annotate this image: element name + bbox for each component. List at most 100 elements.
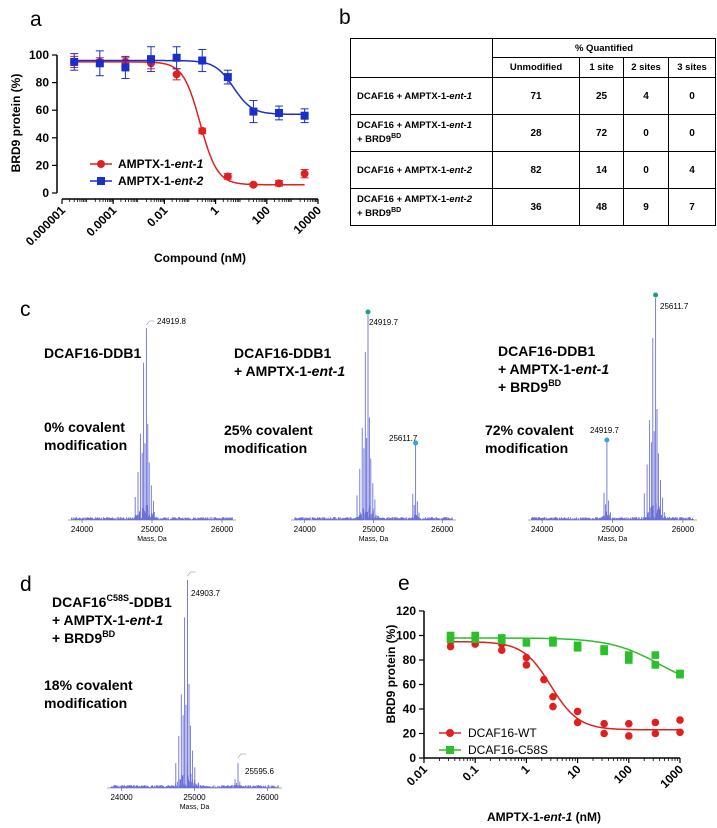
data-point xyxy=(651,661,660,669)
peak-pointer xyxy=(187,571,196,577)
spectrum-tick-label: 25000 xyxy=(183,793,206,802)
data-point xyxy=(676,728,684,737)
cell: 48 xyxy=(579,188,624,226)
peak-label: 25595.6 xyxy=(245,767,274,776)
spectrum-xlabel: Mass, Da xyxy=(180,804,210,811)
spectrum-2: DCAF16-DDB1 + AMPTX-1-ent-1 25% covalent… xyxy=(224,309,456,543)
y-tick-label: 40 xyxy=(403,702,417,716)
spectrum-peaks xyxy=(71,328,233,520)
data-point xyxy=(275,108,284,117)
panel-letter-b: b xyxy=(339,6,351,29)
chart-a: a BRD9 protein (%) Compound (nM) AMPTX-1… xyxy=(9,8,324,265)
row-label: DCAF16 + AMPTX-1-ent-1 xyxy=(350,77,493,115)
sample-label: + BRD9BD xyxy=(52,629,116,646)
data-point xyxy=(600,719,608,728)
x-tick-label: 0.0001 xyxy=(83,203,119,239)
cell: 0 xyxy=(623,114,669,152)
data-point xyxy=(147,55,156,64)
cell: 36 xyxy=(492,188,580,226)
spectrum-xlabel: Mass, Da xyxy=(359,536,389,543)
data-point xyxy=(600,647,608,656)
modification-label: modification xyxy=(485,440,568,456)
table-row: DCAF16 + AMPTX-1-ent-2 + BRD9BD 36 48 9 7 xyxy=(350,188,716,226)
peak-label: 25611.7 xyxy=(660,302,689,311)
cell: 0 xyxy=(668,114,716,152)
data-point xyxy=(172,53,181,62)
legend-label-wt: DCAF16-WT xyxy=(468,726,537,740)
sample-label: DCAF16-DDB1 xyxy=(498,343,595,359)
table-corner xyxy=(350,38,493,78)
peak-label: 24919.7 xyxy=(590,426,619,435)
peak-marker xyxy=(365,309,371,315)
peak-label: 25611.7 xyxy=(389,434,418,443)
data-point xyxy=(651,718,660,727)
x-tick-label: 0.1 xyxy=(460,762,482,784)
row-label: DCAF16 + AMPTX-1-ent-2 xyxy=(350,151,493,189)
table-row: DCAF16 + AMPTX-1-ent-1 + BRD9BD 28 72 0 0 xyxy=(350,114,716,152)
cell: 4 xyxy=(668,151,716,189)
data-point xyxy=(446,631,455,640)
data-point xyxy=(522,653,531,662)
data-point xyxy=(300,169,309,178)
data-point xyxy=(540,675,548,684)
x-tick-label: 100 xyxy=(611,762,635,786)
x-tick-label: 1000 xyxy=(657,762,686,791)
x-tick-label: 10 xyxy=(564,762,584,782)
data-point xyxy=(121,63,130,72)
y-tick-label: 100 xyxy=(29,48,49,62)
chart-a-ylabel: BRD9 protein (%) xyxy=(9,74,23,173)
modification-label: modification xyxy=(224,440,307,456)
legend-label-ent2: AMPTX-1-ent-2 xyxy=(118,174,204,188)
cell: 25 xyxy=(579,77,624,115)
spectrum-tick-label: 26000 xyxy=(431,525,454,534)
peak-label: 24903.7 xyxy=(191,589,220,598)
data-point xyxy=(549,636,557,645)
panel-letter-e: e xyxy=(398,572,410,595)
y-tick-label: 40 xyxy=(36,131,50,145)
data-point xyxy=(70,57,79,66)
row-label: DCAF16 + AMPTX-1-ent-2 + BRD9BD xyxy=(350,188,493,226)
cell: 0 xyxy=(623,151,669,189)
chart-e-xlabel: AMPTX-1-ent-1 (nM) xyxy=(487,810,601,824)
spectrum-trace: 24000 25000 26000 Mass, Da xyxy=(291,309,456,543)
cell: 0 xyxy=(668,77,716,115)
peak-marker xyxy=(604,437,610,443)
data-point xyxy=(497,646,506,654)
panel-c: c DCAF16-DDB1 0% covalent modification 2… xyxy=(20,292,697,543)
spectrum-trace: 24000 25000 26000 Mass, Da xyxy=(107,571,282,811)
legend-marker-c58s xyxy=(446,746,454,754)
col-header: 2 sites xyxy=(623,57,669,78)
data-point xyxy=(676,716,684,724)
data-point xyxy=(573,641,582,650)
spectrum-tick-label: 25000 xyxy=(141,525,164,534)
spectrum-tick-label: 24000 xyxy=(531,525,554,534)
sample-label: + AMPTX-1-ent-1 xyxy=(498,361,609,377)
x-tick-label: 1 xyxy=(518,762,533,777)
col-header: 3 sites xyxy=(668,57,716,78)
spectrum-trace: 24000 25000 26000 Mass, Da xyxy=(68,320,236,543)
spectrum-tick-label: 26000 xyxy=(256,793,279,802)
data-point xyxy=(573,718,582,727)
cell: 28 xyxy=(492,114,580,152)
y-tick-label: 80 xyxy=(403,653,417,667)
y-tick-label: 0 xyxy=(42,186,49,200)
legend-label-ent1: AMPTX-1-ent-1 xyxy=(118,157,204,171)
y-tick-label: 80 xyxy=(36,76,50,90)
chart-e-legend: DCAF16-WT DCAF16-C58S xyxy=(439,726,548,757)
legend-marker-ent1 xyxy=(97,160,105,168)
chart-e: e BRD9 protein (%) AMPTX-1-ent-1 (nM) DC… xyxy=(384,572,686,824)
cell: 82 xyxy=(492,151,580,189)
panel-letter-c: c xyxy=(20,298,31,321)
x-tick-label: 100 xyxy=(249,203,273,227)
y-tick-label: 120 xyxy=(396,604,416,618)
spectrum-peaks xyxy=(531,298,694,520)
data-point xyxy=(676,670,684,679)
spectrum-1: DCAF16-DDB1 0% covalent modification 240… xyxy=(44,317,236,543)
panel-letter-d: d xyxy=(20,573,32,596)
chart-a-legend: AMPTX-1-ent-1 AMPTX-1-ent-2 xyxy=(90,157,204,188)
data-point xyxy=(573,707,582,716)
legend-marker-ent2 xyxy=(97,177,105,185)
data-point xyxy=(625,651,633,659)
data-point xyxy=(95,59,104,68)
chart-a-xlabel: Compound (nM) xyxy=(154,251,246,265)
